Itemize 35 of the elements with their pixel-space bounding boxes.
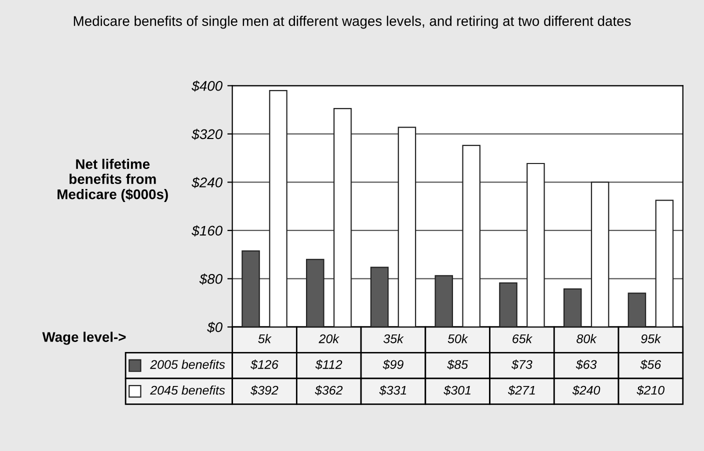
data-label: $99 — [382, 360, 404, 370]
x-tick-label: 20k — [318, 334, 340, 344]
data-label: $85 — [447, 360, 468, 370]
y-tick-label: $0 — [207, 322, 222, 333]
y-axis-title: Net lifetime benefits from Medicare ($000s) — [58, 158, 168, 202]
bar — [499, 282, 518, 327]
bar — [628, 292, 646, 327]
data-label: $392 — [250, 385, 278, 396]
data-label: $126 — [250, 360, 278, 370]
data-label: $362 — [314, 385, 343, 396]
x-tick-label: 5k — [258, 334, 272, 344]
bar — [563, 288, 582, 327]
chart-title: Medicare benefits of single men at different wages levels, and retiring at two different dates — [74, 16, 631, 29]
legend-label: 2005 benefits — [150, 360, 225, 369]
y-tick-label: $320 — [192, 128, 222, 140]
data-label: $331 — [379, 385, 406, 396]
data-label: $63 — [576, 360, 597, 370]
y-tick-label: $240 — [192, 176, 222, 188]
x-tick-label: 65k — [512, 334, 533, 344]
y-tick-label: $160 — [192, 225, 222, 236]
data-label: $271 — [508, 385, 535, 396]
data-label: $112 — [315, 360, 342, 370]
data-label: $73 — [511, 360, 532, 370]
data-label: $301 — [444, 385, 470, 396]
x-tick-label: 35k — [383, 334, 404, 344]
y-tick-label: $400 — [192, 80, 222, 92]
x-tick-label: 50k — [448, 334, 468, 344]
y-tick-label: $80 — [199, 273, 222, 285]
text: Wage level-> — [42, 332, 126, 345]
legend-label: 2045 benefits — [150, 385, 225, 395]
data-label: $56 — [640, 360, 662, 370]
x-tick-label: 80k — [576, 334, 597, 344]
data-label: $210 — [636, 385, 664, 396]
data-label: $240 — [572, 385, 600, 396]
x-tick-label: 95k — [641, 334, 662, 344]
